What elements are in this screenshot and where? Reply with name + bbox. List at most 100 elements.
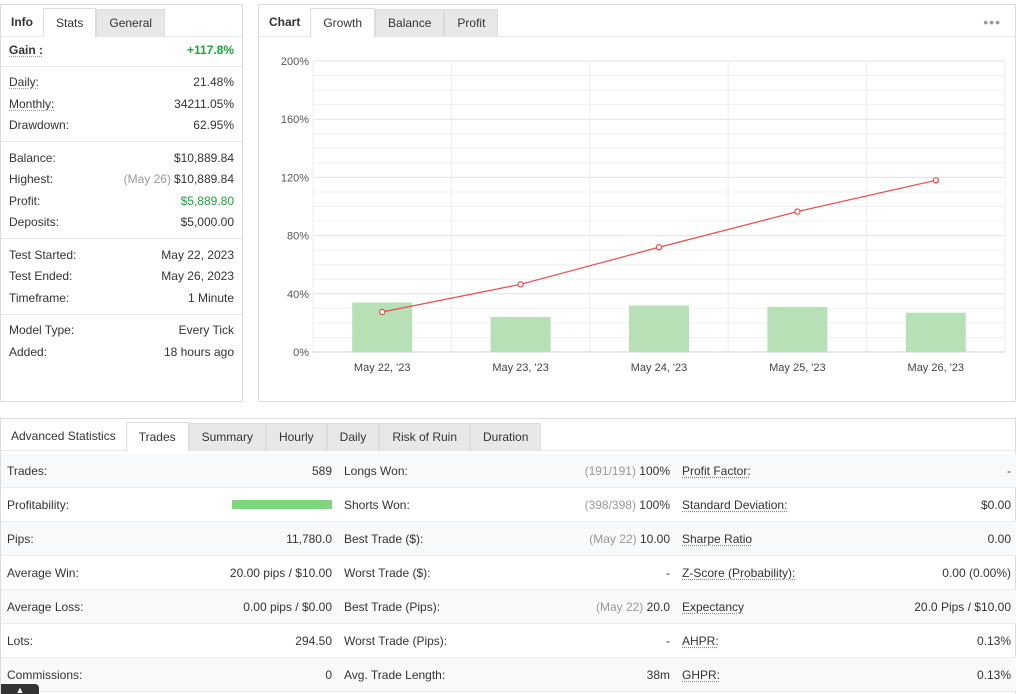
tab-general[interactable]: General	[96, 9, 165, 36]
tab-daily[interactable]: Daily	[327, 423, 380, 450]
tab-hourly[interactable]: Hourly	[266, 423, 327, 450]
y-tick-label: 80%	[287, 231, 309, 243]
stat-label[interactable]: Daily:	[9, 75, 39, 89]
stat-value: 1 Minute	[188, 291, 234, 305]
stat-value: 18 hours ago	[164, 345, 234, 359]
divider	[1, 314, 242, 315]
tab-duration[interactable]: Duration	[470, 423, 541, 450]
stat-label: Test Started:	[9, 248, 76, 262]
stat-value-wrap: 0.13%	[977, 668, 1011, 682]
stat-label[interactable]: Standard Deviation:	[682, 498, 787, 512]
stat-label[interactable]: Profit Factor:	[682, 464, 751, 478]
stat-cell: Best Trade (Pips): (May 22) 20.0	[338, 590, 676, 623]
stat-value: 21.48%	[193, 75, 234, 89]
stat-label: Shorts Won:	[344, 498, 410, 512]
stat-value: 294.50	[295, 634, 332, 648]
stat-cell: AHPR: 0.13%	[676, 624, 1016, 657]
info-tabs: Info Stats General	[1, 5, 242, 37]
stat-label: Profit:	[9, 194, 40, 208]
bar	[767, 307, 827, 352]
stat-note: (May 22)	[596, 600, 643, 614]
stat-label: Added:	[9, 345, 47, 359]
bar	[629, 305, 689, 352]
chart-tabs: Chart Growth Balance Profit	[259, 5, 1015, 37]
stat-profit: Profit: $5,889.80	[1, 190, 242, 212]
stat-label[interactable]: AHPR:	[682, 634, 719, 648]
tab-summary[interactable]: Summary	[189, 423, 266, 450]
stat-label[interactable]: Z-Score (Probability):	[682, 566, 795, 580]
chart-panel: Chart Growth Balance Profit ••• 0% 40% 80%…	[258, 4, 1016, 402]
stat-balance: Balance: $10,889.84	[1, 147, 242, 169]
stat-value-wrap: 0	[325, 668, 332, 682]
stat-value: 10.00	[640, 532, 670, 546]
stat-value-wrap: 20.0 Pips / $10.00	[914, 600, 1011, 614]
stat-label: Longs Won:	[344, 464, 408, 478]
tab-info[interactable]: Info	[1, 9, 43, 36]
tab-profit[interactable]: Profit	[444, 9, 498, 36]
table-row: Average Win: 20.00 pips / $10.00 Worst Tra…	[1, 556, 1016, 590]
stat-label[interactable]: Sharpe Ratio	[682, 532, 752, 546]
stat-value-wrap: 0.00 pips / $0.00	[243, 600, 332, 614]
line-point	[518, 282, 523, 287]
stat-cell: Worst Trade ($): -	[338, 556, 676, 589]
stat-cell: Z-Score (Probability): 0.00 (0.00%)	[676, 556, 1016, 589]
table-row: Trades: 589 Longs Won: (191/191) 100% Profit…	[1, 454, 1016, 488]
stat-label[interactable]: Monthly:	[9, 97, 54, 111]
stat-value-wrap	[232, 498, 332, 512]
stat-value: +117.8%	[187, 43, 234, 57]
info-panel: Info Stats General Gain : +117.8% Daily:…	[0, 4, 243, 402]
stat-gain: Gain : +117.8%	[1, 39, 242, 61]
stat-label: Best Trade ($):	[344, 532, 423, 546]
stat-label: Deposits:	[9, 215, 59, 229]
stat-label[interactable]: GHPR:	[682, 668, 720, 682]
tab-balance[interactable]: Balance	[375, 9, 444, 36]
stat-label: Highest:	[9, 172, 53, 186]
stat-value-wrap: 20.00 pips / $10.00	[230, 566, 332, 580]
stat-cell: Average Win: 20.00 pips / $10.00	[1, 556, 338, 589]
stat-label: Model Type:	[9, 323, 74, 337]
stat-value: $5,000.00	[181, 215, 234, 229]
table-row: Lots: 294.50 Worst Trade (Pips): - AHPR: 0.13…	[1, 624, 1016, 658]
divider	[1, 238, 242, 239]
tab-growth[interactable]: Growth	[310, 8, 375, 37]
tab-trades[interactable]: Trades	[126, 422, 189, 451]
table-row: Average Loss: 0.00 pips / $0.00 Best Trade…	[1, 590, 1016, 624]
stat-cell: Shorts Won: (398/398) 100%	[338, 488, 676, 521]
stat-label: Timeframe:	[9, 291, 69, 305]
tab-advanced-statistics[interactable]: Advanced Statistics	[1, 423, 126, 450]
ellipsis-icon[interactable]: •••	[983, 14, 1001, 30]
x-tick-label: May 22, '23	[354, 362, 411, 374]
tab-stats[interactable]: Stats	[43, 8, 96, 37]
stat-value-wrap: (May 22) 10.00	[589, 532, 670, 546]
stat-cell: GHPR: 0.13%	[676, 658, 1016, 691]
table-row: Profitability: Shorts Won: (398/398) 100% S…	[1, 488, 1016, 522]
table-row: Commissions: 0 Avg. Trade Length: 38m GHPR: 0…	[1, 658, 1016, 692]
stat-value-wrap: $0.00	[981, 498, 1011, 512]
stat-value-wrap: -	[1007, 464, 1011, 478]
scroll-top-button[interactable]: ▲	[1, 684, 39, 694]
stat-value-wrap: -	[666, 566, 670, 580]
y-tick-label: 120%	[281, 172, 309, 184]
profitability-bar	[232, 500, 332, 509]
info-stats-list: Gain : +117.8% Daily: 21.48% Monthly: 34…	[1, 39, 242, 363]
stat-label[interactable]: Gain :	[9, 43, 43, 57]
stat-label[interactable]: Expectancy	[682, 600, 744, 614]
stat-label: Trades:	[7, 464, 47, 478]
stat-value: 20.00 pips / $10.00	[230, 566, 332, 580]
stat-cell: Longs Won: (191/191) 100%	[338, 454, 676, 487]
stat-value: 0.00 (0.00%)	[942, 566, 1011, 580]
stat-note: (May 22)	[589, 532, 636, 546]
growth-chart: 0% 40% 80% 120% 160% 200% May 22, '23 May 23, '…	[259, 39, 1015, 401]
stat-label: Drawdown:	[9, 118, 69, 132]
stat-value-wrap: 0.13%	[977, 634, 1011, 648]
stat-value: 11,780.0	[286, 532, 332, 546]
stat-added: Added: 18 hours ago	[1, 341, 242, 363]
stat-label: Balance:	[9, 151, 56, 165]
tab-chart[interactable]: Chart	[259, 9, 310, 36]
stat-cell: Best Trade ($): (May 22) 10.00	[338, 522, 676, 555]
stat-test-ended: Test Ended: May 26, 2023	[1, 266, 242, 288]
stat-value: -	[666, 634, 670, 648]
y-tick-label: 40%	[287, 289, 309, 301]
stat-label: Commissions:	[7, 668, 82, 682]
tab-risk-of-ruin[interactable]: Risk of Ruin	[379, 423, 470, 450]
